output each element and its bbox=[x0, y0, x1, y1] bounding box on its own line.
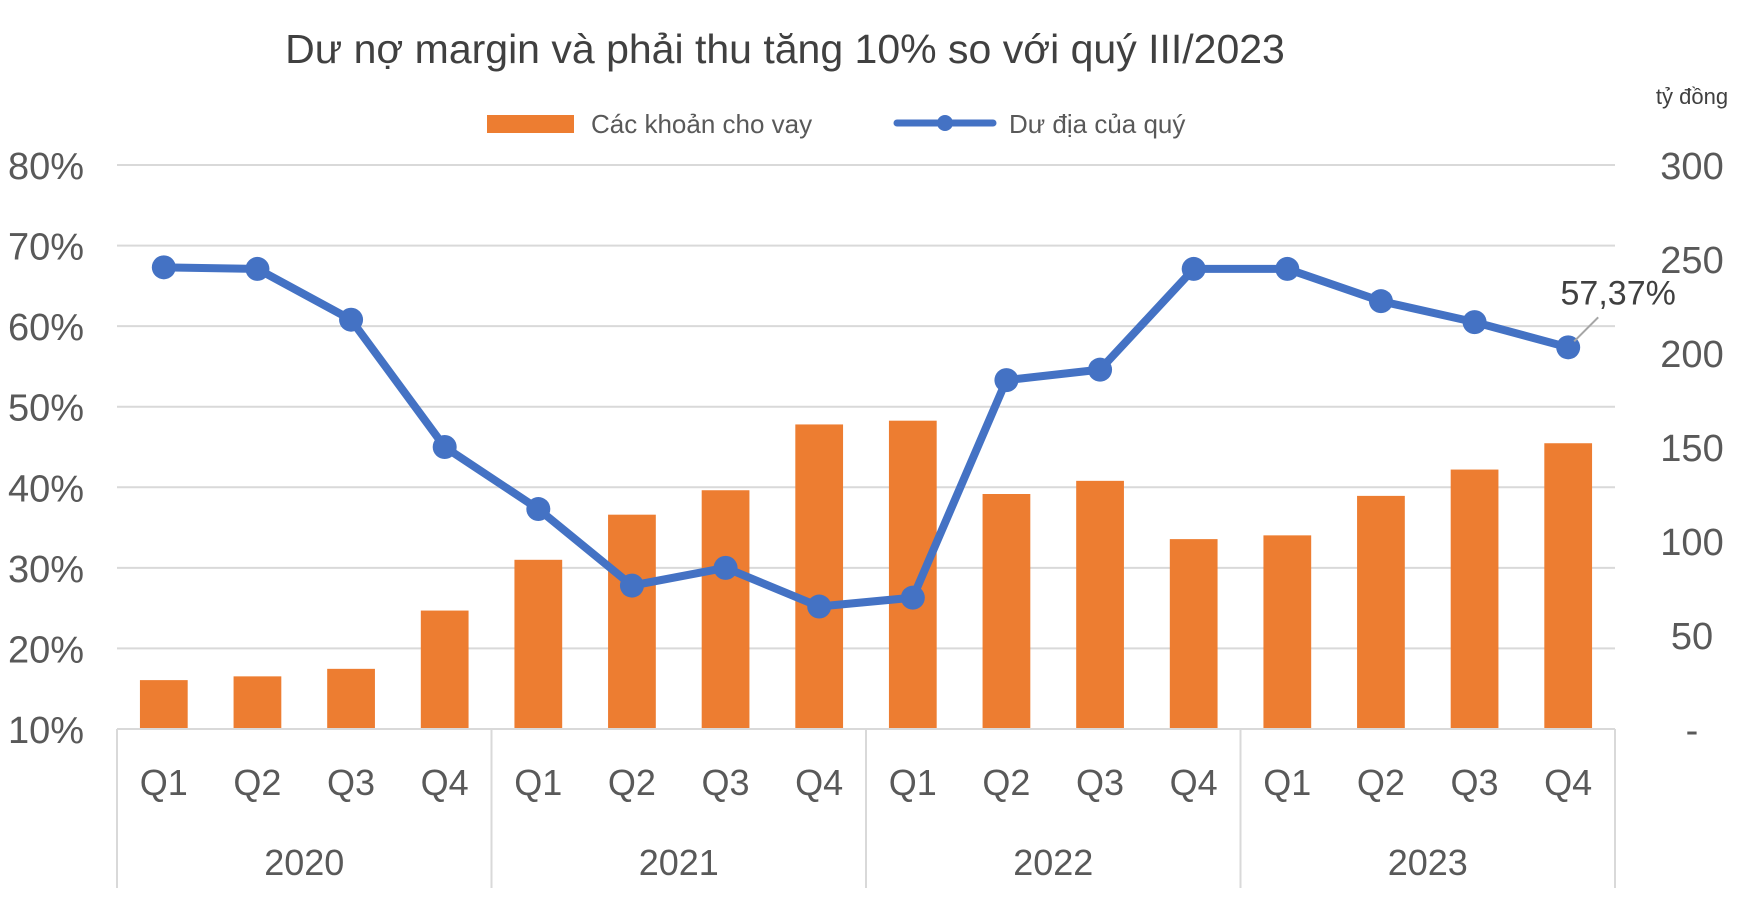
left-tick-label: 60% bbox=[8, 307, 84, 349]
right-tick-label: 250 bbox=[1660, 240, 1723, 282]
line-point bbox=[1462, 310, 1487, 335]
x-tick-label: Q2 bbox=[1357, 762, 1405, 803]
x-tick-label: Q1 bbox=[514, 762, 562, 803]
line-point bbox=[1368, 289, 1393, 314]
group-label: 2022 bbox=[1013, 842, 1093, 883]
line-point bbox=[526, 497, 551, 522]
left-tick-label: 80% bbox=[8, 146, 84, 188]
line-point bbox=[245, 256, 270, 281]
line-point bbox=[619, 573, 644, 598]
left-tick-label: 10% bbox=[8, 710, 84, 752]
x-tick-label: Q3 bbox=[702, 762, 750, 803]
x-tick-label: Q1 bbox=[140, 762, 188, 803]
legend: Các khoản cho vay Dư địa của quý bbox=[487, 109, 1185, 139]
left-tick-label: 50% bbox=[8, 388, 84, 430]
bar bbox=[701, 490, 750, 729]
right-tick-label: 150 bbox=[1660, 428, 1723, 470]
bar bbox=[608, 514, 656, 729]
bar bbox=[888, 420, 937, 729]
x-tick-label: Q1 bbox=[889, 762, 937, 803]
bar-series bbox=[139, 420, 1593, 729]
line-point bbox=[1181, 256, 1206, 281]
line-point bbox=[900, 585, 925, 610]
gridlines bbox=[117, 164, 1615, 730]
x-tick-label: Q4 bbox=[1170, 762, 1218, 803]
left-tick-label: 30% bbox=[8, 549, 84, 591]
x-tick-label: Q2 bbox=[233, 762, 281, 803]
line-point bbox=[432, 435, 457, 459]
group-label: 2023 bbox=[1388, 842, 1468, 883]
line-series bbox=[151, 255, 1581, 619]
line-point bbox=[1275, 256, 1300, 281]
right-tick-label: 300 bbox=[1660, 146, 1723, 188]
right-tick-label: 100 bbox=[1660, 522, 1723, 564]
x-tick-label: Q3 bbox=[327, 762, 375, 803]
bar bbox=[514, 559, 563, 729]
line-point bbox=[807, 594, 832, 619]
x-tick-label: Q2 bbox=[608, 762, 656, 803]
legend-marker bbox=[937, 115, 953, 131]
chart-title: Dư nợ margin và phải thu tăng 10% so với… bbox=[285, 26, 1285, 72]
right-axis-ticks: 300 250 200 150 100 50 - bbox=[1660, 146, 1723, 752]
x-tick-label: Q4 bbox=[1544, 762, 1592, 803]
left-tick-label: 70% bbox=[8, 227, 84, 269]
bar bbox=[982, 494, 1031, 729]
legend-swatch-bar bbox=[487, 115, 574, 133]
right-tick-label: - bbox=[1686, 710, 1699, 752]
bar bbox=[1076, 480, 1124, 729]
bar bbox=[1544, 443, 1593, 729]
left-axis-ticks: 80% 70% 60% 50% 40% 30% 20% 10% bbox=[8, 146, 84, 752]
annotation-label: 57,37% bbox=[1561, 274, 1676, 312]
axes bbox=[116, 728, 1616, 888]
x-tick-label: Q4 bbox=[421, 762, 469, 803]
line-point bbox=[994, 368, 1019, 393]
group-label: 2021 bbox=[639, 842, 719, 883]
bar bbox=[420, 610, 469, 729]
annotation-leader bbox=[1573, 316, 1599, 343]
bar bbox=[1357, 495, 1405, 729]
left-tick-label: 20% bbox=[8, 629, 84, 671]
annotation: 57,37% bbox=[1561, 274, 1676, 343]
bar bbox=[795, 424, 844, 729]
series-line bbox=[159, 263, 1573, 611]
x-tick-label: Q3 bbox=[1451, 762, 1499, 803]
legend-label-line: Dư địa của quý bbox=[1009, 109, 1185, 139]
line-point bbox=[713, 555, 738, 580]
bar bbox=[1263, 535, 1312, 729]
legend-label-bar: Các khoản cho vay bbox=[591, 109, 812, 139]
line-point bbox=[151, 255, 176, 280]
group-label: 2020 bbox=[264, 842, 344, 883]
bar bbox=[1450, 469, 1499, 729]
x-tick-label: Q3 bbox=[1076, 762, 1124, 803]
left-tick-label: 40% bbox=[8, 468, 84, 510]
bar bbox=[233, 676, 282, 729]
bar bbox=[1169, 539, 1218, 729]
x-axis-labels: Q1 Q2 Q3 Q4 Q1 Q2 Q3 Q4 Q1 Q2 Q3 Q4 Q1 Q2 Q3 Q4 2020 2021… bbox=[140, 762, 1592, 883]
right-tick-label: 200 bbox=[1660, 334, 1723, 376]
right-axis-unit-label: tỷ đồng bbox=[1656, 84, 1728, 109]
right-tick-label: 50 bbox=[1671, 616, 1713, 658]
bar bbox=[327, 668, 375, 729]
line-point bbox=[1088, 357, 1113, 382]
x-tick-label: Q2 bbox=[982, 762, 1030, 803]
x-tick-label: Q1 bbox=[1263, 762, 1311, 803]
bar bbox=[139, 680, 188, 729]
x-tick-label: Q4 bbox=[795, 762, 843, 803]
line-point bbox=[339, 307, 364, 332]
